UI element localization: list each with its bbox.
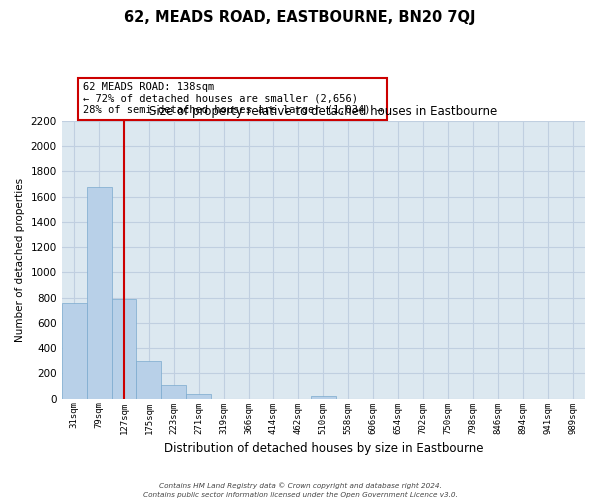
- Bar: [86, 186, 112, 398]
- Bar: [311, 396, 336, 398]
- Text: 62 MEADS ROAD: 138sqm
← 72% of detached houses are smaller (2,656)
28% of semi-d: 62 MEADS ROAD: 138sqm ← 72% of detached …: [83, 82, 383, 116]
- X-axis label: Distribution of detached houses by size in Eastbourne: Distribution of detached houses by size …: [164, 442, 483, 455]
- Text: Contains HM Land Registry data © Crown copyright and database right 2024.
Contai: Contains HM Land Registry data © Crown c…: [143, 482, 457, 498]
- Bar: [186, 394, 211, 398]
- Bar: [136, 362, 161, 399]
- Y-axis label: Number of detached properties: Number of detached properties: [15, 178, 25, 342]
- Bar: [161, 385, 186, 398]
- Bar: [112, 299, 136, 398]
- Title: Size of property relative to detached houses in Eastbourne: Size of property relative to detached ho…: [149, 106, 497, 118]
- Bar: [62, 302, 86, 398]
- Text: 62, MEADS ROAD, EASTBOURNE, BN20 7QJ: 62, MEADS ROAD, EASTBOURNE, BN20 7QJ: [124, 10, 476, 25]
